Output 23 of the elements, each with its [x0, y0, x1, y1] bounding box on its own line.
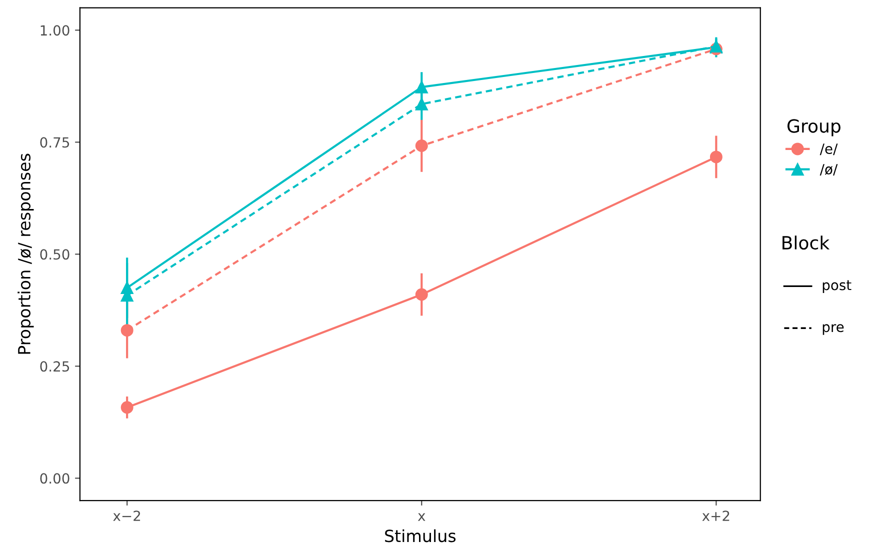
x-tick-label: x+2 — [702, 510, 730, 521]
x-tick-label: x — [418, 513, 426, 521]
point — [710, 150, 722, 164]
x-axis-title: Stimulus — [385, 529, 456, 542]
y-tick-label: 0.25 — [40, 361, 70, 372]
y-tick-label: 0.00 — [40, 473, 70, 484]
legend-title: Group — [787, 119, 840, 136]
legend-label: /e/ — [820, 144, 838, 156]
y-tick-label: 0.75 — [40, 137, 70, 148]
x-tick-label: x−2 — [113, 510, 140, 521]
point — [415, 98, 428, 110]
text: pre — [822, 324, 844, 335]
y-tick-label: 1.00 — [40, 25, 70, 36]
text: Block — [782, 236, 830, 250]
y-tick-label: 0.50 — [40, 249, 70, 260]
y-axis-title: Proportion /ø/ responses — [18, 154, 34, 354]
point — [415, 140, 428, 152]
text: post — [822, 280, 852, 293]
point — [120, 324, 134, 337]
legend-label: /ø/ — [820, 164, 838, 176]
point — [415, 288, 428, 301]
point — [120, 401, 134, 414]
point — [415, 80, 428, 94]
